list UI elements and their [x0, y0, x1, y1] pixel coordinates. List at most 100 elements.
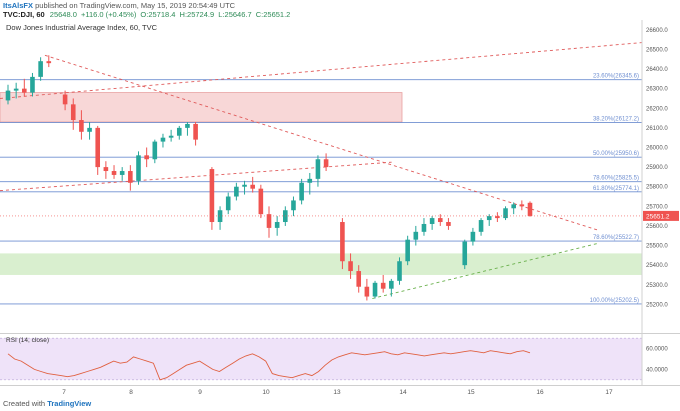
- candle-body: [462, 241, 468, 266]
- footer: Created with TradingView: [3, 399, 91, 408]
- chart-header: ItsAlsFX published on TradingView.com, M…: [3, 1, 673, 21]
- candle-body: [437, 218, 443, 223]
- price-tick-label: 25200.0: [646, 302, 668, 308]
- tradingview-logo[interactable]: TradingView: [47, 399, 92, 408]
- price-tick-label: 26300.0: [646, 87, 668, 93]
- price-tick-label: 26000.0: [646, 145, 668, 151]
- candle-body: [372, 282, 378, 297]
- candle-body: [136, 155, 141, 181]
- time-tick-label: 13: [333, 389, 341, 396]
- time-tick-label: 17: [605, 389, 613, 396]
- candle-body: [62, 94, 68, 105]
- candle-body: [87, 127, 92, 132]
- last-price: 25648.0: [49, 10, 77, 19]
- price-chart[interactable]: 23.60%(26345.6) 38.20%(26127.2) 50.00%(259…: [0, 20, 680, 333]
- fib-label: 61.80%(25774.1): [593, 186, 639, 192]
- last-price-label: 25651.2: [646, 213, 670, 220]
- rsi-chart[interactable]: 60.0000 40.0000 RSI (14, close): [0, 333, 680, 385]
- publish-line: ItsAlsFX published on TradingView.com, M…: [3, 1, 673, 10]
- candle-body: [266, 214, 272, 228]
- candle-body: [258, 188, 264, 215]
- red-zone: [0, 92, 403, 123]
- fib-label: 38.20%(26127.2): [593, 117, 639, 123]
- candle-body: [217, 210, 223, 223]
- candle-body: [495, 216, 500, 219]
- candle-body: [470, 231, 476, 242]
- candle-body: [380, 282, 386, 289]
- candle-body: [13, 88, 19, 91]
- rsi-tick-label: 60.0000: [646, 347, 668, 353]
- price-tick-label: 25800.0: [646, 185, 668, 191]
- time-axis[interactable]: 7 8 9 10 13 14 15 16 17: [0, 385, 680, 399]
- price-tick-label: 26500.0: [646, 47, 668, 53]
- candle-body: [209, 169, 215, 223]
- time-tick-label: 9: [198, 389, 202, 396]
- rsi-line: [7, 350, 531, 381]
- candle-body: [30, 76, 35, 93]
- candle-body: [176, 127, 182, 136]
- price-tick-label: 25500.0: [646, 244, 668, 250]
- trendline: [372, 243, 598, 299]
- trendline: [44, 54, 598, 231]
- candle-body: [160, 137, 166, 142]
- candle-body: [446, 222, 451, 226]
- candle-body: [274, 222, 280, 228]
- candle-body: [185, 123, 190, 128]
- candle-body: [413, 231, 419, 240]
- candle-body: [307, 178, 313, 183]
- price-change: +116.0 (+0.45%): [81, 10, 137, 19]
- fib-label: 78.60%(25825.5): [593, 176, 639, 182]
- candle-body: [234, 186, 239, 197]
- candle-body: [46, 61, 52, 64]
- last-price-badge: [643, 210, 679, 221]
- publisher-name[interactable]: ItsAlsFX: [3, 1, 34, 10]
- candle-body: [323, 159, 329, 168]
- chart-title: Dow Jones Industrial Average Index, 60, …: [6, 23, 158, 32]
- candle-body: [348, 261, 353, 272]
- candle-body: [527, 202, 533, 216]
- publish-info: published on TradingView.com, May 15, 20…: [35, 1, 236, 10]
- candle-body: [152, 141, 158, 160]
- candle-body: [70, 104, 76, 121]
- candle-body: [364, 286, 370, 297]
- candle-body: [299, 182, 304, 201]
- price-tick-label: 25600.0: [646, 224, 668, 230]
- fib-label: 100.00%(25202.5): [590, 298, 639, 304]
- price-tick-label: 26400.0: [646, 67, 668, 73]
- candle-body: [168, 135, 174, 138]
- candle-body: [421, 223, 427, 232]
- fib-label: 23.60%(26345.6): [593, 74, 639, 80]
- candle-body: [111, 171, 117, 175]
- symbol-label: TVC:DJI, 60: [3, 10, 45, 19]
- candle-body: [22, 88, 27, 93]
- green-zone: [0, 253, 642, 275]
- open-value: O:25718.4: [140, 10, 176, 19]
- candle-body: [225, 196, 231, 211]
- fib-label: 78.60%(25522.7): [593, 235, 639, 241]
- candle-body: [340, 222, 345, 262]
- price-tick-label: 25300.0: [646, 283, 668, 289]
- candle-body: [79, 120, 84, 132]
- candle-body: [397, 261, 402, 281]
- candle-body: [144, 155, 149, 160]
- candle-body: [405, 239, 410, 262]
- candle-body: [242, 184, 247, 187]
- candle-body: [486, 216, 492, 221]
- candle-body: [95, 127, 101, 168]
- candle-body: [511, 204, 516, 209]
- time-tick-label: 7: [62, 389, 66, 396]
- price-tick-label: 25700.0: [646, 204, 668, 210]
- time-tick-label: 10: [262, 389, 270, 396]
- chart-background: [0, 20, 680, 333]
- candle-body: [503, 208, 508, 219]
- candle-body: [429, 218, 435, 224]
- rsi-tick-label: 40.0000: [646, 367, 668, 373]
- price-tick-label: 26200.0: [646, 106, 668, 112]
- candle-body: [250, 184, 255, 189]
- ohlc-line: TVC:DJI, 60 25648.0 +116.0 (+0.45%) O:25…: [3, 10, 673, 20]
- candle-body: [119, 171, 125, 175]
- low-value: L:25646.7: [218, 10, 252, 19]
- candle-body: [478, 220, 484, 232]
- candle-body: [519, 204, 525, 207]
- rsi-label: RSI (14, close): [6, 337, 49, 344]
